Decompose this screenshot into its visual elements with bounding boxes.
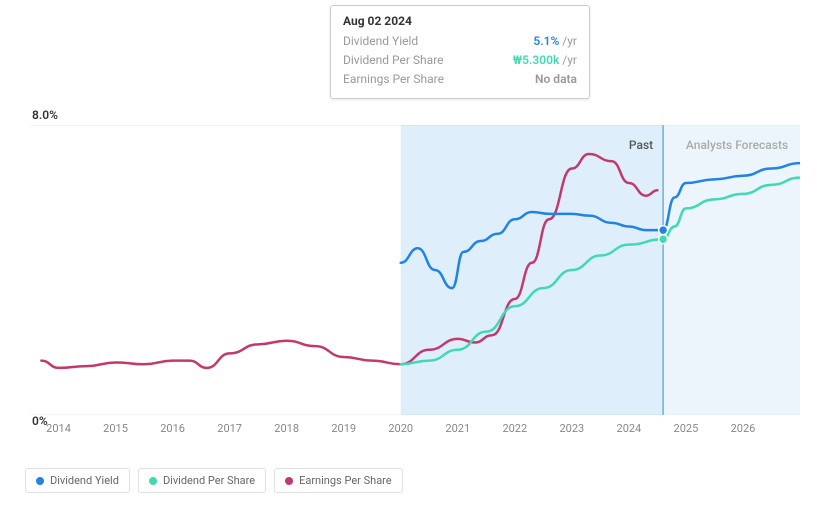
x-tick: 2026 <box>731 422 756 435</box>
tooltip-row: Dividend Yield 5.1% /yr <box>343 32 577 51</box>
legend-label: Dividend Per Share <box>163 474 255 487</box>
x-tick: 2018 <box>274 422 299 435</box>
legend-dot <box>36 477 44 485</box>
legend-dot <box>285 477 293 485</box>
x-tick: 2024 <box>617 422 642 435</box>
forecast-label: Analysts Forecasts <box>686 138 788 152</box>
marker-dividend_per_share <box>659 235 668 244</box>
tooltip-metric-value: ₩5.300k /yr <box>513 51 577 70</box>
tooltip-metric-label: Dividend Yield <box>343 32 418 51</box>
tooltip-row: Dividend Per Share ₩5.300k /yr <box>343 51 577 70</box>
legend-item[interactable]: Dividend Per Share <box>138 468 266 493</box>
legend-label: Earnings Per Share <box>299 474 392 487</box>
x-tick: 2021 <box>445 422 470 435</box>
x-tick: 2019 <box>331 422 356 435</box>
x-tick: 2016 <box>160 422 185 435</box>
x-tick: 2022 <box>502 422 527 435</box>
legend-item[interactable]: Dividend Yield <box>25 468 130 493</box>
x-tick: 2025 <box>674 422 699 435</box>
past-label: Past <box>629 138 653 152</box>
x-tick: 2014 <box>46 422 71 435</box>
y-axis-max: 8.0% <box>32 108 58 122</box>
marker-dividend_yield <box>659 226 668 235</box>
x-axis: 2014 2015 2016 2017 2018 2019 2020 2021 2022 2023… <box>30 422 800 442</box>
x-tick: 2015 <box>103 422 128 435</box>
tooltip-metric-value: No data <box>535 70 577 89</box>
chart-plot[interactable] <box>30 125 800 415</box>
x-tick: 2017 <box>217 422 242 435</box>
legend-item[interactable]: Earnings Per Share <box>274 468 403 493</box>
legend-dot <box>149 477 157 485</box>
tooltip-metric-label: Earnings Per Share <box>343 70 444 89</box>
legend-label: Dividend Yield <box>50 474 119 487</box>
x-tick: 2020 <box>388 422 413 435</box>
x-tick: 2023 <box>559 422 584 435</box>
chart-tooltip: Aug 02 2024 Dividend Yield5.1% /yrDivide… <box>330 5 590 99</box>
dividend-chart: Aug 02 2024 Dividend Yield5.1% /yrDivide… <box>0 0 821 508</box>
tooltip-metric-label: Dividend Per Share <box>343 51 444 70</box>
tooltip-row: Earnings Per Share No data <box>343 70 577 89</box>
tooltip-metric-value: 5.1% /yr <box>533 32 577 51</box>
legend: Dividend Yield Dividend Per Share Earnings… <box>25 468 403 493</box>
tooltip-date: Aug 02 2024 <box>343 14 577 28</box>
